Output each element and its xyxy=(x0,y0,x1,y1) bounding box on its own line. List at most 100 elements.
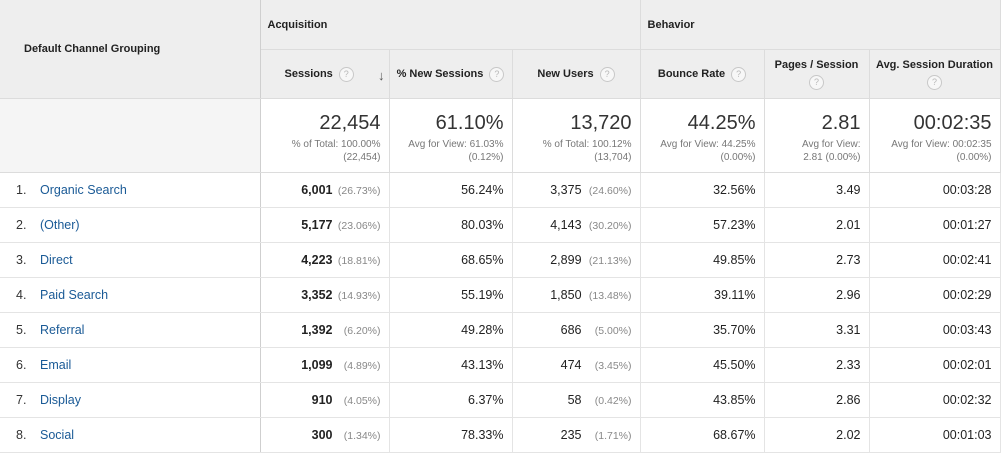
new-sessions-cell: 43.13% xyxy=(389,347,513,383)
sessions-value: 6,001 xyxy=(301,183,333,197)
new-sessions-cell: 68.65% xyxy=(389,242,513,278)
channel-cell: 2. (Other) xyxy=(0,207,261,243)
new-users-percent: (30.20%) xyxy=(588,220,632,232)
new-sessions-cell: 6.37% xyxy=(389,382,513,418)
bounce-rate-total: 44.25% Avg for View: 44.25% (0.00%) xyxy=(640,98,765,173)
bounce-rate-column-header[interactable]: Bounce Rate? xyxy=(640,49,765,99)
avg-duration-column-header[interactable]: Avg. Session Duration? xyxy=(869,49,1001,99)
avg-duration-cell: 00:02:41 xyxy=(869,242,1001,278)
new-users-cell: 4,143 (30.20%) xyxy=(512,207,641,243)
channel-link[interactable]: Organic Search xyxy=(40,183,127,197)
sessions-percent: (4.05%) xyxy=(343,395,381,407)
dimension-header-label: Default Channel Grouping xyxy=(24,43,161,55)
pages-session-total: 2.81 Avg for View: 2.81 (0.00%) xyxy=(764,98,870,173)
row-index: 4. xyxy=(16,288,27,302)
sessions-value: 1,392 xyxy=(301,323,333,337)
sessions-total-value: 22,454 xyxy=(319,112,381,134)
dimension-header[interactable]: Default Channel Grouping xyxy=(0,0,261,99)
pages-session-cell: 2.02 xyxy=(764,417,870,453)
new-sessions-header-label: % New Sessions xyxy=(396,68,484,80)
channel-link[interactable]: (Other) xyxy=(40,218,80,232)
avg-duration-header-label: Avg. Session Duration xyxy=(876,58,993,71)
new-sessions-total: 61.10% Avg for View: 61.03% (0.12%) xyxy=(389,98,513,173)
sessions-value: 910 xyxy=(311,393,333,407)
row-index: 8. xyxy=(16,428,27,442)
avg-duration-cell: 00:01:03 xyxy=(869,417,1001,453)
new-users-value: 58 xyxy=(567,393,582,407)
table-row[interactable]: 6. Email 1,099 (4.89%) 43.13% 474 (3.45%) 4… xyxy=(0,347,1001,383)
avg-duration-cell: 00:02:01 xyxy=(869,347,1001,383)
new-users-value: 686 xyxy=(560,323,582,337)
table-row[interactable]: 5. Referral 1,392 (6.20%) 49.28% 686 (5.00%… xyxy=(0,312,1001,348)
table-row[interactable]: 3. Direct 4,223 (18.81%) 68.65% 2,899 (21.1… xyxy=(0,242,1001,278)
table-row[interactable]: 8. Social 300 (1.34%) 78.33% 235 (1.71%) 68… xyxy=(0,417,1001,453)
channel-cell: 7. Display xyxy=(0,382,261,418)
channel-cell: 1. Organic Search xyxy=(0,172,261,208)
new-users-value: 1,850 xyxy=(550,288,582,302)
channel-link[interactable]: Direct xyxy=(40,253,73,267)
sessions-cell: 1,099 (4.89%) xyxy=(260,347,390,383)
sessions-value: 300 xyxy=(311,428,333,442)
new-sessions-total-value: 61.10% xyxy=(435,112,504,134)
new-users-total-value: 13,720 xyxy=(570,112,632,134)
new-users-value: 4,143 xyxy=(550,218,582,232)
sessions-percent: (1.34%) xyxy=(343,430,381,442)
row-index: 6. xyxy=(16,358,27,372)
sessions-percent: (26.73%) xyxy=(337,185,381,197)
sort-descending-icon[interactable]: ↓ xyxy=(378,68,385,83)
new-users-total: 13,720 % of Total: 100.12% (13,704) xyxy=(512,98,641,173)
pages-session-column-header[interactable]: Pages / Session? xyxy=(764,49,870,99)
group-header-row: Default Channel Grouping Acquisition Beh… xyxy=(0,0,1001,99)
new-users-percent: (0.42%) xyxy=(594,395,632,407)
avg-duration-cell: 00:03:43 xyxy=(869,312,1001,348)
column-header-row: Sessions? ↓ % New Sessions? New Users? B… xyxy=(0,49,1001,99)
sessions-percent: (23.06%) xyxy=(337,220,381,232)
channel-link[interactable]: Email xyxy=(40,358,72,372)
table-row[interactable]: 4. Paid Search 3,352 (14.93%) 55.19% 1,850… xyxy=(0,277,1001,313)
channel-link[interactable]: Display xyxy=(40,393,81,407)
help-icon[interactable]: ? xyxy=(731,66,747,82)
help-icon[interactable]: ? xyxy=(927,74,943,90)
channel-link[interactable]: Paid Search xyxy=(40,288,109,302)
help-icon[interactable]: ? xyxy=(599,66,615,82)
channel-link[interactable]: Social xyxy=(40,428,75,442)
new-users-cell: 474 (3.45%) xyxy=(512,347,641,383)
avg-duration-total-diff: (0.00%) xyxy=(956,152,992,163)
table-row[interactable]: 1. Organic Search 6,001 (26.73%) 56.24% 3,… xyxy=(0,172,1001,208)
new-users-total-count: (13,704) xyxy=(594,152,632,163)
new-users-column-header[interactable]: New Users? xyxy=(512,49,641,99)
new-sessions-column-header[interactable]: % New Sessions? xyxy=(389,49,513,99)
new-sessions-cell: 56.24% xyxy=(389,172,513,208)
bounce-rate-cell: 45.50% xyxy=(640,347,765,383)
pages-session-cell: 2.96 xyxy=(764,277,870,313)
new-users-percent: (5.00%) xyxy=(594,325,632,337)
channel-cell: 6. Email xyxy=(0,347,261,383)
table-body: 1. Organic Search 6,001 (26.73%) 56.24% 3,… xyxy=(0,172,1001,453)
row-index: 1. xyxy=(16,183,27,197)
help-icon[interactable]: ? xyxy=(338,66,354,82)
sessions-cell: 3,352 (14.93%) xyxy=(260,277,390,313)
sessions-total: 22,454 % of Total: 100.00% (22,454) xyxy=(260,98,390,173)
sessions-column-header[interactable]: Sessions? ↓ xyxy=(260,49,390,99)
sessions-value: 3,352 xyxy=(301,288,333,302)
help-icon[interactable]: ? xyxy=(489,66,505,82)
new-sessions-cell: 55.19% xyxy=(389,277,513,313)
pages-session-total-value: 2.81 xyxy=(821,112,861,134)
channel-link[interactable]: Referral xyxy=(40,323,85,337)
sessions-percent: (18.81%) xyxy=(337,255,381,267)
totals-label-cell xyxy=(0,98,261,173)
avg-duration-total: 00:02:35 Avg for View: 00:02:35 (0.00%) xyxy=(869,98,1001,173)
bounce-rate-total-diff: (0.00%) xyxy=(720,152,756,163)
bounce-rate-header-label: Bounce Rate xyxy=(657,68,726,80)
sessions-cell: 300 (1.34%) xyxy=(260,417,390,453)
table-row[interactable]: 7. Display 910 (4.05%) 6.37% 58 (0.42%) 43.… xyxy=(0,382,1001,418)
sessions-total-share: % of Total: 100.00% xyxy=(291,139,381,150)
avg-duration-total-value: 00:02:35 xyxy=(913,112,992,134)
help-icon[interactable]: ? xyxy=(809,74,825,90)
new-users-value: 3,375 xyxy=(550,183,582,197)
sessions-cell: 910 (4.05%) xyxy=(260,382,390,418)
table-row[interactable]: 2. (Other) 5,177 (23.06%) 80.03% 4,143 (30.… xyxy=(0,207,1001,243)
avg-duration-cell: 00:03:28 xyxy=(869,172,1001,208)
bounce-rate-cell: 39.11% xyxy=(640,277,765,313)
